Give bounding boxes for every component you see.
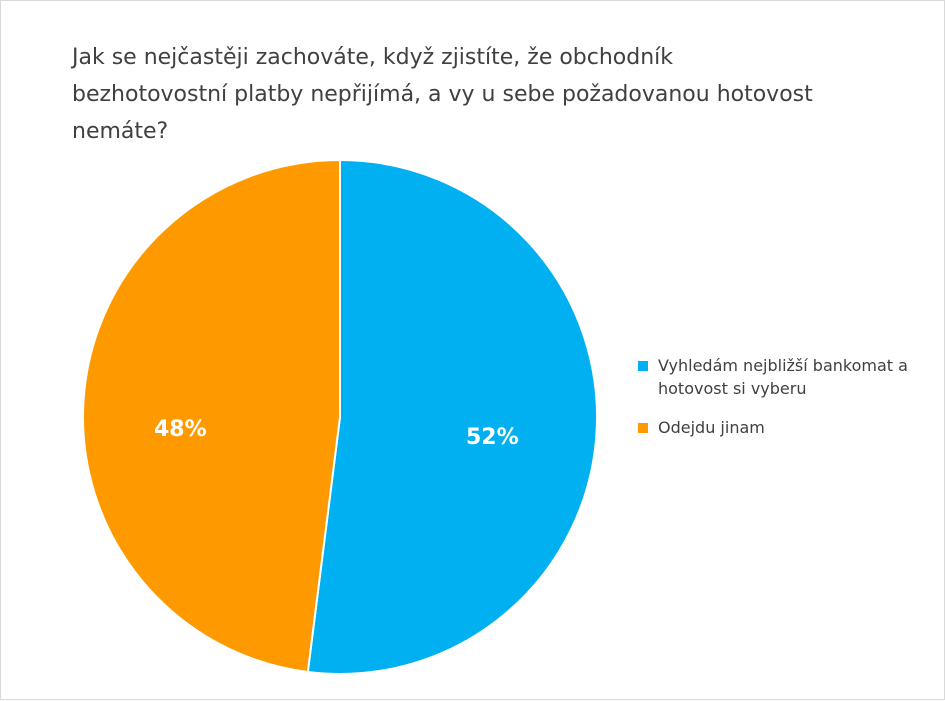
data-label-odejdu: 48% bbox=[154, 417, 207, 442]
legend-label-vyhledam: Vyhledám nejbližší bankomat a hotovost s… bbox=[658, 356, 908, 398]
legend-swatch-odejdu bbox=[638, 423, 648, 433]
legend-item-vyhledam: Vyhledám nejbližší bankomat a hotovost s… bbox=[638, 354, 933, 400]
legend-swatch-vyhledam bbox=[638, 361, 648, 371]
legend: Vyhledám nejbližší bankomat a hotovost s… bbox=[638, 354, 933, 439]
data-label-vyhledam: 52% bbox=[466, 425, 519, 450]
legend-item-odejdu: Odejdu jinam bbox=[638, 416, 933, 439]
pie-slice-odejdu bbox=[82, 158, 341, 674]
legend-label-odejdu: Odejdu jinam bbox=[658, 418, 765, 437]
pie-slice-vyhledam bbox=[306, 158, 598, 675]
chart-title: Jak se nejčastěji zachováte, když zjistí… bbox=[72, 45, 813, 144]
